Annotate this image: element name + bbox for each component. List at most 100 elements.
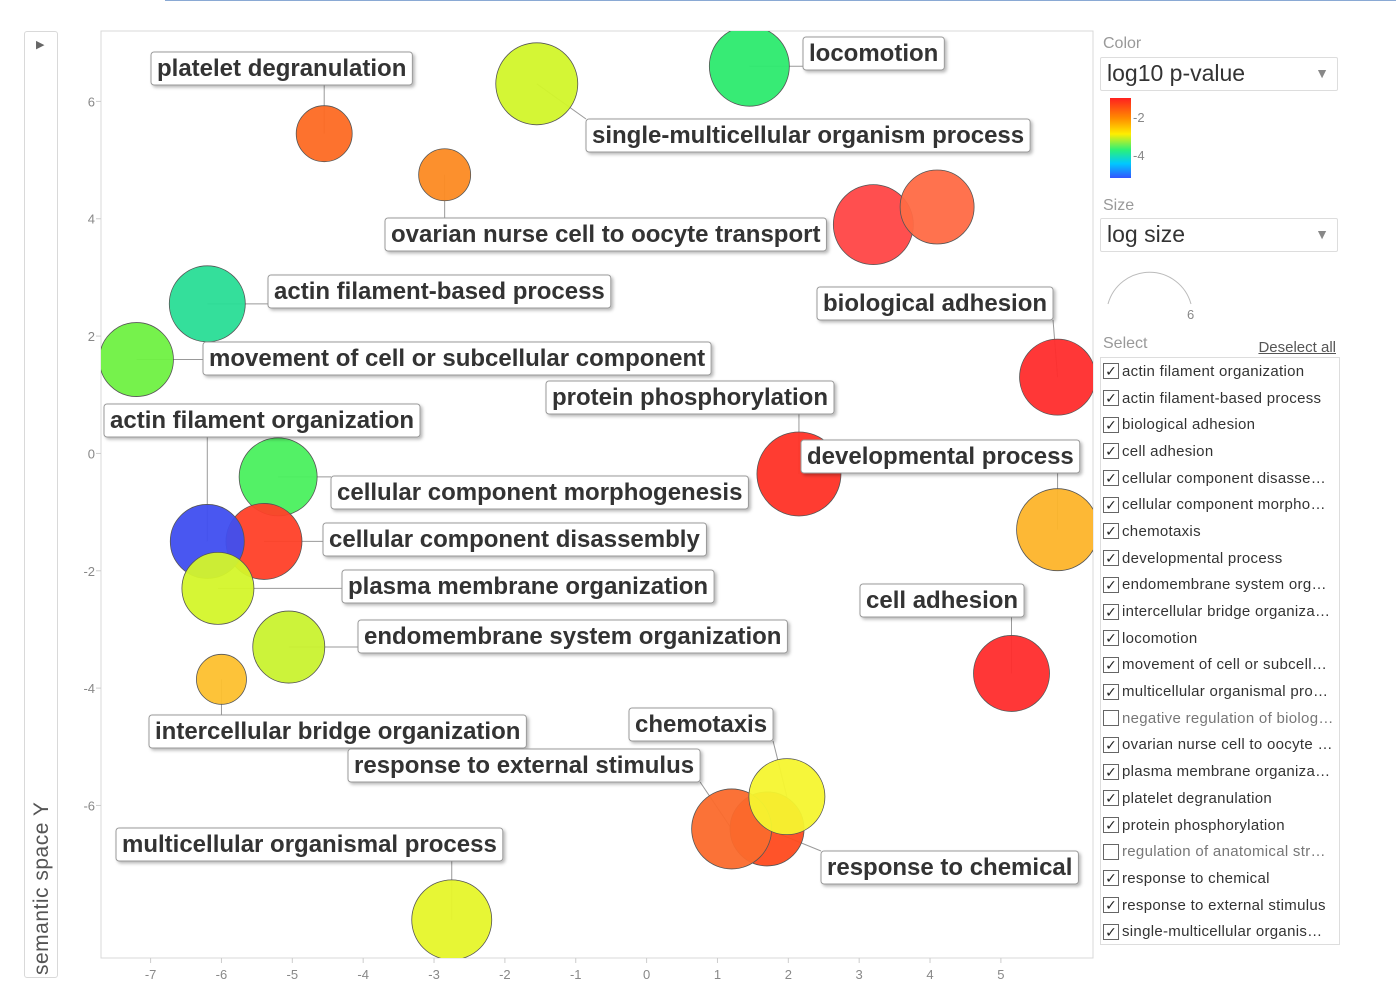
select-section-title: Select bbox=[1103, 335, 1148, 352]
term-checkbox[interactable] bbox=[1103, 710, 1119, 727]
term-checkbox[interactable]: ✓ bbox=[1103, 390, 1119, 407]
term-label: chemotaxis bbox=[1122, 522, 1201, 540]
term-label: actin filament organization bbox=[110, 407, 414, 434]
term-label: multicellular organismal process bbox=[1122, 683, 1334, 701]
term-checkbox[interactable]: ✓ bbox=[1103, 470, 1119, 487]
term-label: intercellular bridge organization bbox=[155, 718, 520, 745]
x-tick-label: -7 bbox=[145, 967, 157, 982]
term-label: movement of cell or subcellular componen… bbox=[1122, 656, 1334, 674]
term-label: single-multicellular organism process bbox=[592, 122, 1024, 149]
dropdown-caret-icon: ▼ bbox=[1315, 226, 1329, 242]
term-label-box bbox=[202, 341, 712, 376]
term-checkbox[interactable]: ✓ bbox=[1103, 496, 1119, 513]
select-list-item[interactable]: ✓ actin filament-based process bbox=[1101, 385, 1339, 412]
term-label: plasma membrane organization bbox=[348, 573, 708, 600]
term-label: response to chemical bbox=[1122, 869, 1270, 887]
select-list-item[interactable]: ✓movement of cell or subcellular compone… bbox=[1101, 652, 1339, 679]
bubble bbox=[708, 31, 790, 107]
term-checkbox[interactable]: ✓ bbox=[1103, 576, 1119, 593]
bubble bbox=[196, 653, 247, 705]
color-select[interactable]: log10 p-value ▼ bbox=[1100, 57, 1338, 91]
select-list-item[interactable]: ✓single-multicellular organism process bbox=[1101, 918, 1339, 945]
select-list-item[interactable]: ✓ chemotaxis bbox=[1101, 518, 1339, 545]
collapse-panel-toggle[interactable]: ▶ bbox=[24, 31, 58, 978]
term-checkbox[interactable]: ✓ bbox=[1103, 630, 1119, 647]
term-checkbox[interactable]: ✓ bbox=[1103, 897, 1119, 914]
x-tick-label: -4 bbox=[357, 967, 369, 982]
select-list-item[interactable]: ✓ locomotion bbox=[1101, 625, 1339, 652]
y-tick-label: 0 bbox=[88, 446, 95, 461]
select-list-item[interactable]: ✓ cellular component disassembly bbox=[1101, 465, 1339, 492]
select-list-item[interactable]: ✓ intercellular bridge organization bbox=[1101, 598, 1339, 625]
x-tick-label: 1 bbox=[714, 967, 721, 982]
select-list-item[interactable]: negative regulation of biological proces… bbox=[1101, 705, 1339, 732]
term-label: intercellular bridge organization bbox=[1122, 603, 1334, 621]
term-label-box bbox=[816, 286, 1054, 321]
term-label: cell adhesion bbox=[866, 587, 1018, 614]
color-section-title: Color bbox=[1103, 35, 1142, 52]
term-label: cellular component disassembly bbox=[329, 526, 700, 553]
select-list-item[interactable]: ✓ cell adhesion bbox=[1101, 438, 1339, 465]
bubble bbox=[973, 635, 1050, 712]
bubble bbox=[181, 551, 255, 625]
term-label: locomotion bbox=[1122, 629, 1198, 647]
select-list-item[interactable]: ✓endomembrane system organization bbox=[1101, 572, 1339, 599]
term-label-box bbox=[800, 439, 1081, 474]
bubble bbox=[899, 169, 975, 245]
term-checkbox[interactable]: ✓ bbox=[1103, 923, 1119, 940]
x-tick-label: 3 bbox=[856, 967, 863, 982]
term-label: response to external stimulus bbox=[354, 752, 694, 779]
select-list-item[interactable]: ✓ovarian nurse cell to oocyte transport bbox=[1101, 732, 1339, 759]
size-select[interactable]: log size ▼ bbox=[1100, 218, 1338, 252]
term-checkbox[interactable]: ✓ bbox=[1103, 656, 1119, 673]
term-checkbox[interactable]: ✓ bbox=[1103, 763, 1119, 780]
term-checkbox[interactable]: ✓ bbox=[1103, 736, 1119, 753]
bubble bbox=[1019, 338, 1093, 416]
color-tick-label: -4 bbox=[1133, 148, 1145, 163]
y-tick-label: -6 bbox=[83, 798, 95, 813]
term-select-list[interactable]: ✓ actin filament organization ✓ actin filam… bbox=[1100, 357, 1340, 945]
term-checkbox[interactable] bbox=[1103, 843, 1119, 860]
term-label: platelet degranulation bbox=[157, 55, 406, 82]
term-label: chemotaxis bbox=[635, 711, 767, 738]
select-list-item[interactable]: ✓ multicellular organismal process bbox=[1101, 678, 1339, 705]
bubble bbox=[252, 610, 326, 684]
select-list-item[interactable]: ✓cellular component morphogenesis bbox=[1101, 491, 1339, 518]
select-list-item[interactable]: ✓ response to chemical bbox=[1101, 865, 1339, 892]
term-checkbox[interactable]: ✓ bbox=[1103, 443, 1119, 460]
select-list-item[interactable]: regulation of anatomical structure bbox=[1101, 838, 1339, 865]
select-list-item[interactable]: ✓ biological adhesion bbox=[1101, 411, 1339, 438]
dropdown-caret-icon: ▼ bbox=[1315, 65, 1329, 81]
select-list-item[interactable]: ✓ protein phosphorylation bbox=[1101, 812, 1339, 839]
term-label: response to chemical bbox=[827, 854, 1072, 881]
term-label: ovarian nurse cell to oocyte transport bbox=[1122, 736, 1334, 754]
select-list-item[interactable]: ✓ platelet degranulation bbox=[1101, 785, 1339, 812]
term-checkbox[interactable]: ✓ bbox=[1103, 363, 1119, 380]
term-checkbox[interactable]: ✓ bbox=[1103, 416, 1119, 433]
term-checkbox[interactable]: ✓ bbox=[1103, 523, 1119, 540]
term-checkbox[interactable]: ✓ bbox=[1103, 817, 1119, 834]
term-label: cellular component disassembly bbox=[1122, 469, 1334, 487]
bubble-plot: -7 -6 -5 -4 -3 -2 -1 0 1 2 3 4 5 6 4 2 0 -2 -4 -6 locomotion… bbox=[83, 30, 1094, 982]
term-label: movement of cell or subcellular componen… bbox=[209, 345, 705, 372]
term-label: cell adhesion bbox=[1122, 442, 1214, 460]
select-list-item[interactable]: ✓ actin filament organization bbox=[1101, 358, 1339, 385]
select-list-item[interactable]: ✓ response to external stimulus bbox=[1101, 892, 1339, 919]
color-select-value: log10 p-value bbox=[1107, 60, 1246, 86]
term-checkbox[interactable]: ✓ bbox=[1103, 790, 1119, 807]
term-label: actin filament-based process bbox=[1122, 389, 1322, 407]
bubble bbox=[1016, 488, 1093, 572]
deselect-all-link[interactable]: Deselect all bbox=[1258, 339, 1336, 356]
size-legend-arc bbox=[1107, 271, 1192, 305]
select-list-item[interactable]: ✓ developmental process bbox=[1101, 545, 1339, 572]
bubble bbox=[418, 148, 472, 202]
term-checkbox[interactable]: ✓ bbox=[1103, 870, 1119, 887]
term-label: platelet degranulation bbox=[1122, 789, 1273, 807]
term-checkbox[interactable]: ✓ bbox=[1103, 550, 1119, 567]
term-checkbox[interactable]: ✓ bbox=[1103, 683, 1119, 700]
term-checkbox[interactable]: ✓ bbox=[1103, 603, 1119, 620]
x-tick-label: -2 bbox=[499, 967, 511, 982]
select-list-item[interactable]: ✓ plasma membrane organization bbox=[1101, 758, 1339, 785]
x-tick-label: 0 bbox=[643, 967, 650, 982]
term-label: cellular component morphogenesis bbox=[1122, 496, 1334, 514]
